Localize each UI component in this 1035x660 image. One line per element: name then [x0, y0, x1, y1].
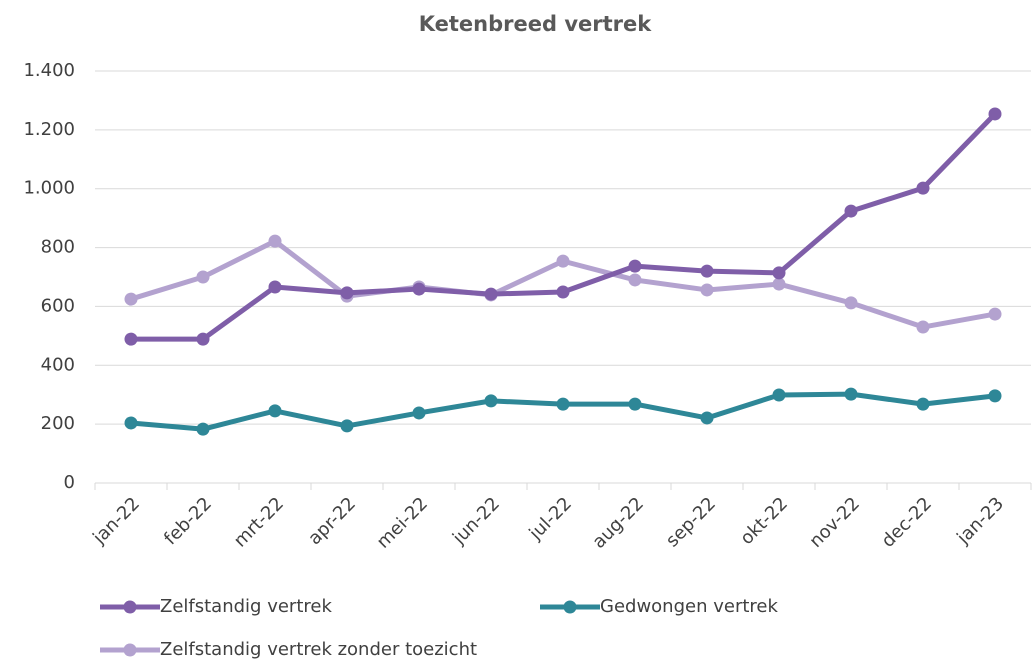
x-tick-label: jan-23	[952, 493, 1008, 549]
point	[556, 254, 570, 268]
point	[340, 419, 354, 433]
point	[124, 332, 138, 346]
y-tick-label: 200	[41, 413, 75, 434]
y-tick-label: 400	[41, 354, 75, 375]
point	[196, 270, 210, 284]
point	[628, 273, 642, 287]
x-tick-label: mrt-22	[230, 493, 288, 551]
x-tick-label: jan-22	[88, 493, 144, 549]
point	[340, 286, 354, 300]
point	[412, 406, 426, 420]
y-tick-label: 1.000	[23, 178, 75, 199]
legend-label: Zelfstandig vertrek	[160, 596, 332, 617]
x-tick-label: jul-22	[525, 493, 576, 544]
point	[844, 204, 858, 218]
point	[700, 411, 714, 425]
point	[556, 285, 570, 299]
point	[268, 234, 282, 248]
x-tick-label: mei-22	[373, 493, 432, 552]
x-tick-label: aug-22	[588, 493, 648, 553]
x-tick-label: nov-22	[805, 493, 864, 552]
point	[988, 107, 1002, 121]
point	[628, 397, 642, 411]
point	[124, 416, 138, 430]
point	[988, 389, 1002, 403]
y-tick-label: 600	[41, 295, 75, 316]
point	[268, 404, 282, 418]
legend-marker	[123, 643, 137, 657]
legend-marker	[123, 600, 137, 614]
point	[268, 280, 282, 294]
chart-title: Ketenbreed vertrek	[419, 12, 653, 36]
point	[916, 181, 930, 195]
point	[844, 296, 858, 310]
point	[484, 287, 498, 301]
point	[916, 320, 930, 334]
x-tick-label: feb-22	[160, 493, 216, 549]
point	[196, 332, 210, 346]
point	[556, 397, 570, 411]
point	[844, 387, 858, 401]
point	[772, 388, 786, 402]
series-line	[130, 238, 996, 330]
x-tick-label: sep-22	[662, 493, 720, 551]
point	[988, 307, 1002, 321]
point	[916, 397, 930, 411]
point	[124, 292, 138, 306]
y-tick-label: 1.400	[23, 60, 75, 81]
point	[772, 277, 786, 291]
x-tick-label: dec-22	[878, 493, 937, 552]
point	[196, 422, 210, 436]
legend-marker	[563, 600, 577, 614]
y-tick-label: 0	[64, 472, 75, 493]
legend-label: Zelfstandig vertrek zonder toezicht	[160, 639, 477, 660]
point	[772, 266, 786, 280]
point	[484, 394, 498, 408]
point	[628, 259, 642, 273]
y-tick-label: 1.200	[23, 119, 75, 140]
point	[700, 264, 714, 278]
x-tick-label: jun-22	[448, 493, 504, 549]
x-tick-label: apr-22	[304, 493, 360, 549]
point	[412, 282, 426, 296]
x-tick-label: okt-22	[736, 493, 792, 549]
y-tick-label: 800	[41, 237, 75, 258]
point	[700, 283, 714, 297]
legend-label: Gedwongen vertrek	[600, 596, 778, 617]
